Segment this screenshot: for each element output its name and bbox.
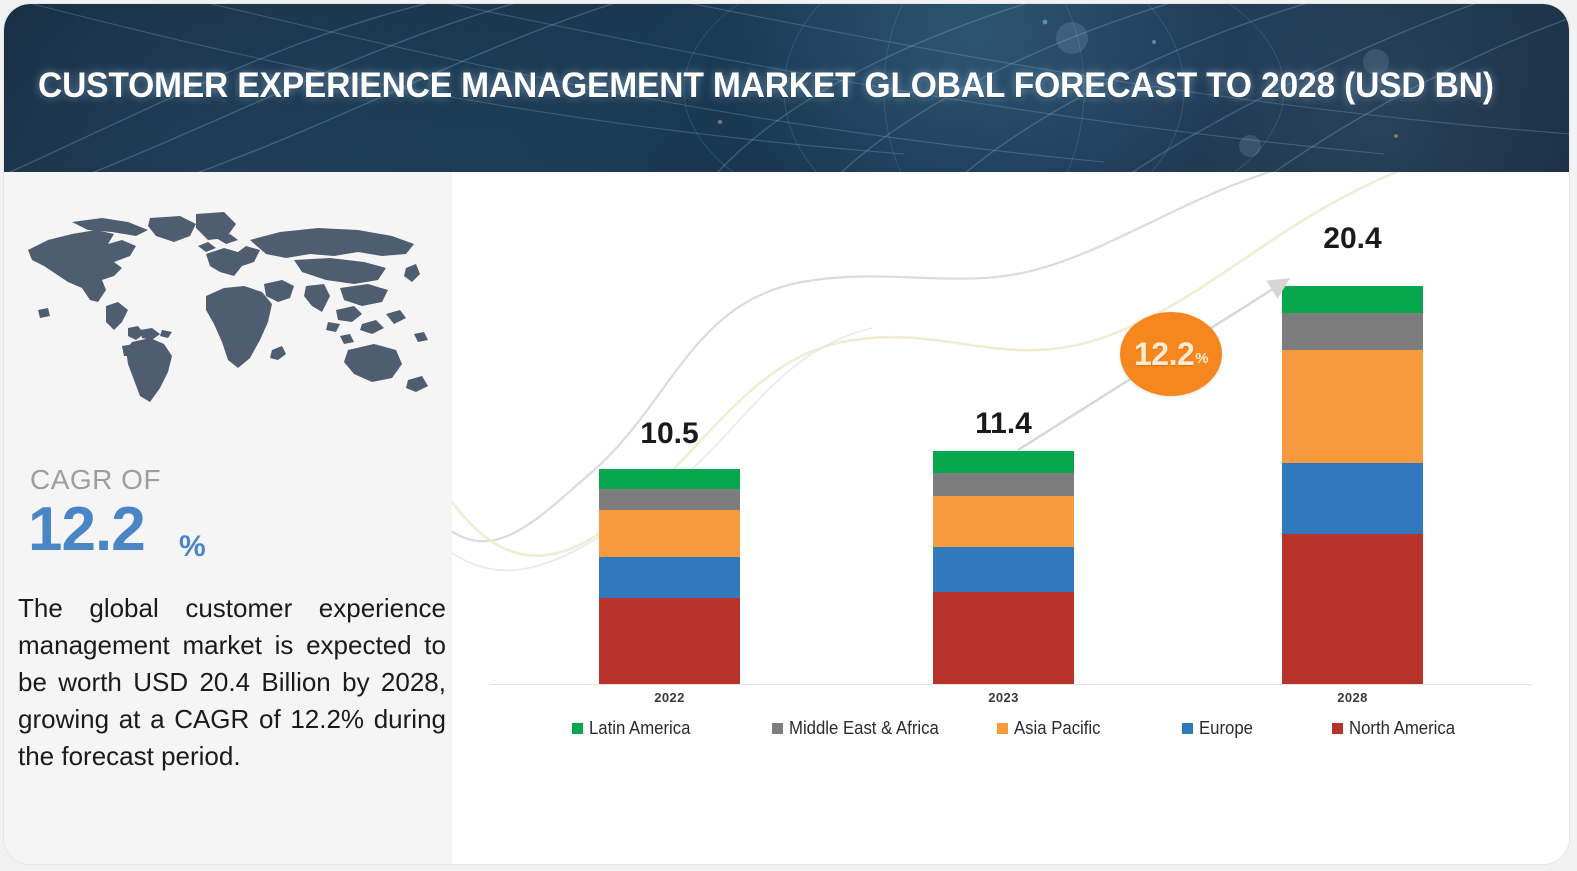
- cagr-callout-percent: %: [1195, 350, 1209, 367]
- world-map: [10, 210, 446, 425]
- chart-legend: Latin America Middle East & Africa Asia …: [572, 718, 1552, 748]
- x-tick-2022: 2022: [654, 690, 685, 705]
- legend-label: Asia Pacific: [1014, 718, 1101, 738]
- cagr-percent-symbol: %: [179, 530, 206, 563]
- bar-segment-asia-pacific: [933, 495, 1074, 547]
- bar-total-label-2023: 11.4: [975, 407, 1032, 440]
- legend-swatch-icon: [1332, 723, 1343, 734]
- bar-segment-latin-america: [933, 451, 1074, 474]
- stacked-bar-2022[interactable]: [599, 469, 740, 684]
- bar-total-label-2022: 10.5: [640, 417, 699, 450]
- cagr-label: CAGR OF: [30, 464, 162, 495]
- stacked-bar-2023[interactable]: [933, 451, 1074, 684]
- infographic-card: CUSTOMER EXPERIENCE MANAGEMENT MARKET GL…: [4, 4, 1569, 864]
- legend-label: Middle East & Africa: [789, 718, 939, 738]
- bar-segment-latin-america: [1282, 286, 1423, 314]
- bar-segment-europe: [933, 546, 1074, 592]
- plot-region: 10.5 11.4 20.4: [452, 172, 1569, 864]
- legend-item-middle-east-africa[interactable]: Middle East & Africa: [772, 718, 950, 739]
- legend-swatch-icon: [1182, 723, 1193, 734]
- bar-total-label-2028: 20.4: [1323, 222, 1382, 255]
- stacked-bar-2028[interactable]: [1282, 286, 1423, 684]
- legend-item-latin-america[interactable]: Latin America: [572, 718, 698, 739]
- legend-label: Europe: [1199, 718, 1253, 738]
- cagr-callout-value: 12.2: [1134, 335, 1195, 372]
- bar-segment-north-america: [1282, 533, 1423, 684]
- bar-segment-latin-america: [599, 469, 740, 490]
- cagr-callout-bubble[interactable]: 12.2 %: [1120, 312, 1222, 396]
- bar-segment-asia-pacific: [1282, 350, 1423, 464]
- legend-swatch-icon: [772, 723, 783, 734]
- legend-item-north-america[interactable]: North America: [1332, 718, 1463, 739]
- bar-segment-asia-pacific: [599, 509, 740, 558]
- left-summary-panel: CAGR OF 12.2 % The global customer exper…: [4, 172, 452, 864]
- legend-item-europe[interactable]: Europe: [1182, 718, 1257, 739]
- x-tick-2023: 2023: [988, 690, 1019, 705]
- x-tick-2028: 2028: [1337, 690, 1368, 705]
- legend-label: Latin America: [589, 718, 691, 738]
- bar-segment-europe: [1282, 463, 1423, 534]
- bar-segment-north-america: [599, 597, 740, 684]
- x-axis-line: [490, 684, 1532, 685]
- chart-area: 10.5 11.4 20.4: [452, 172, 1569, 864]
- bar-segment-middle-east-africa: [933, 473, 1074, 496]
- bar-segment-north-america: [933, 591, 1074, 684]
- bar-segment-europe: [599, 557, 740, 598]
- legend-item-asia-pacific[interactable]: Asia Pacific: [997, 718, 1107, 739]
- summary-description: The global customer experience managemen…: [18, 593, 446, 771]
- network-texture-icon: [8, 4, 1569, 172]
- world-map-icon: [28, 212, 428, 402]
- bar-segment-middle-east-africa: [599, 489, 740, 510]
- legend-swatch-icon: [997, 723, 1008, 734]
- legend-swatch-icon: [572, 723, 583, 734]
- header-banner: CUSTOMER EXPERIENCE MANAGEMENT MARKET GL…: [4, 4, 1569, 172]
- cagr-value: 12.2: [28, 495, 146, 564]
- page-title: CUSTOMER EXPERIENCE MANAGEMENT MARKET GL…: [38, 66, 1494, 105]
- bar-segment-middle-east-africa: [1282, 313, 1423, 351]
- legend-label: North America: [1349, 718, 1456, 738]
